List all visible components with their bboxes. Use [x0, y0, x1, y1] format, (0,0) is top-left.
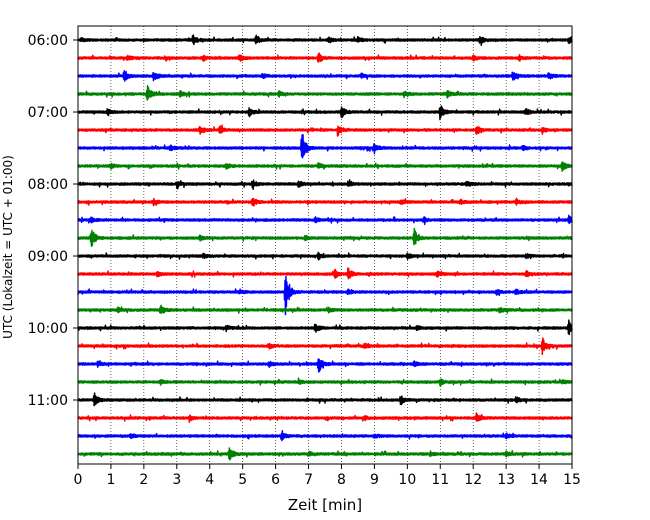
trace-line — [77, 377, 573, 387]
x-tick-label: 5 — [238, 472, 247, 488]
x-tick-label: 10 — [398, 472, 416, 488]
x-tick-label: 2 — [139, 472, 148, 488]
y-tick-label: 07:00 — [28, 105, 68, 121]
x-axis-ticks: 0 1 2 3 4 5 6 7 8 9 10 11 12 13 14 15 — [74, 464, 581, 488]
trace-line — [77, 251, 573, 261]
trace-line — [77, 179, 573, 190]
trace-line — [77, 304, 573, 314]
y-tick-label: 11:00 — [28, 393, 68, 409]
x-axis-label: Zeit [min] — [288, 496, 362, 514]
x-tick-label: 14 — [530, 472, 548, 488]
trace-line — [77, 267, 573, 280]
trace-line — [77, 70, 573, 82]
y-tick-label: 08:00 — [28, 177, 68, 193]
trace-line — [77, 161, 573, 172]
trace-line — [77, 214, 573, 226]
trace-line — [77, 358, 573, 373]
y-tick-label: 10:00 — [28, 321, 68, 337]
trace-line — [77, 105, 573, 121]
x-tick-label: 11 — [431, 472, 449, 488]
y-axis-label: UTC (Lokalzeit = UTC + 01:00) — [1, 155, 15, 339]
x-tick-label: 8 — [337, 472, 346, 488]
x-tick-label: 3 — [172, 472, 181, 488]
trace-line — [77, 227, 573, 248]
trace-line — [77, 34, 573, 46]
trace-line — [77, 275, 573, 316]
x-tick-label: 7 — [304, 472, 313, 488]
y-tick-label: 06:00 — [28, 33, 68, 49]
plot-frame — [77, 25, 573, 465]
y-tick-label: 09:00 — [28, 249, 68, 265]
trace-line — [77, 319, 573, 336]
vertical-grid — [110, 26, 540, 464]
trace-line — [77, 133, 573, 159]
x-tick-label: 15 — [563, 472, 581, 488]
x-tick-label: 4 — [205, 472, 214, 488]
x-tick-label: 6 — [271, 472, 280, 488]
x-tick-label: 1 — [106, 472, 115, 488]
x-tick-label: 12 — [464, 472, 482, 488]
y-axis-ticks: 06:00 07:00 08:00 09:00 10:00 11:00 — [28, 33, 78, 409]
trace-line — [77, 337, 573, 356]
trace-line — [77, 447, 573, 461]
x-tick-label: 0 — [74, 472, 83, 488]
seismic-traces — [77, 34, 573, 461]
trace-line — [77, 412, 573, 423]
trace-line — [77, 197, 573, 207]
trace-line — [77, 124, 573, 137]
x-tick-label: 13 — [497, 472, 515, 488]
trace-line — [77, 430, 573, 442]
trace-line — [77, 52, 573, 63]
trace-line — [77, 392, 573, 407]
x-tick-label: 9 — [370, 472, 379, 488]
trace-line — [77, 84, 573, 101]
